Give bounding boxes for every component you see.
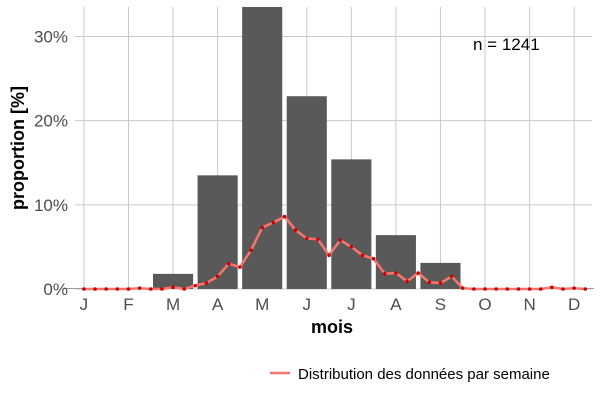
weekly-point — [349, 245, 354, 249]
weekly-point — [382, 272, 387, 276]
weekly-series-line — [83, 215, 586, 291]
weekly-point — [316, 237, 320, 242]
y-tick-label: 0% — [43, 280, 68, 299]
x-axis-title: mois — [311, 317, 353, 337]
weekly-point — [293, 228, 298, 232]
weekly-point — [182, 287, 186, 291]
x-tick-label: A — [212, 295, 224, 314]
weekly-point — [405, 279, 409, 284]
weekly-point — [483, 287, 487, 291]
weekly-point — [394, 271, 398, 275]
bar — [197, 175, 238, 289]
weekly-point — [282, 214, 287, 219]
sample-size-annotation: n = 1241 — [473, 35, 540, 54]
weekly-point — [438, 281, 443, 285]
weekly-point — [193, 283, 198, 288]
legend: Distribution des données par semaine — [270, 366, 550, 383]
weekly-point — [460, 286, 465, 290]
weekly-point — [572, 286, 576, 290]
x-tick-label: J — [80, 295, 89, 314]
weekly-point — [148, 287, 153, 291]
x-tick-label: J — [347, 295, 356, 314]
x-tick-label: F — [123, 295, 133, 314]
bar — [242, 7, 283, 289]
bar-layer — [63, 7, 595, 289]
weekly-point — [371, 256, 376, 261]
weekly-point — [104, 287, 108, 291]
bar — [286, 96, 327, 289]
y-tick-label: 20% — [34, 112, 68, 131]
weekly-point — [338, 238, 342, 242]
legend-label: Distribution des données par semaine — [298, 366, 550, 383]
x-tick-label: N — [523, 295, 535, 314]
weekly-line-layer — [82, 214, 588, 291]
weekly-point — [271, 220, 276, 225]
bar — [375, 235, 416, 289]
y-tick-label: 10% — [34, 196, 68, 215]
weekly-point — [516, 287, 521, 291]
weekly-point — [327, 253, 331, 258]
weekly-point — [304, 236, 309, 241]
weekly-point — [505, 287, 510, 291]
x-tick-label: S — [435, 295, 446, 314]
weekly-point — [93, 287, 97, 291]
weekly-point — [561, 287, 565, 291]
weekly-point — [550, 285, 554, 290]
weekly-point — [160, 287, 164, 291]
weekly-point — [538, 287, 543, 291]
x-tick-label: M — [255, 295, 269, 314]
weekly-point — [171, 285, 175, 290]
weekly-point — [115, 287, 120, 291]
x-tick-label: J — [303, 295, 312, 314]
weekly-point — [583, 287, 588, 291]
bar — [420, 262, 461, 289]
weekly-point — [137, 286, 142, 290]
weekly-point — [449, 274, 454, 279]
weekly-point — [226, 261, 231, 266]
weekly-point — [215, 274, 220, 279]
tick-label-layer: J F M A M J J A S O N D 0% 10% 20% 30% — [34, 27, 580, 314]
x-tick-label: M — [166, 295, 180, 314]
x-tick-label: D — [568, 295, 580, 314]
weekly-point — [494, 287, 498, 291]
weekly-point — [360, 253, 365, 258]
weekly-point — [260, 225, 264, 230]
weekly-point — [204, 281, 209, 285]
weekly-point — [82, 287, 86, 291]
weekly-point — [427, 280, 432, 285]
y-axis-title: proportion [%] — [8, 86, 28, 210]
weekly-point — [472, 287, 476, 291]
x-tick-label: A — [390, 295, 402, 314]
bar — [331, 159, 372, 289]
weekly-point — [249, 248, 253, 253]
weekly-point — [416, 271, 420, 275]
bar — [152, 273, 194, 289]
y-tick-label: 30% — [34, 27, 68, 46]
x-tick-label: O — [478, 295, 491, 314]
weekly-point — [238, 265, 242, 269]
weekly-point — [126, 287, 131, 291]
weekly-point — [527, 287, 532, 291]
